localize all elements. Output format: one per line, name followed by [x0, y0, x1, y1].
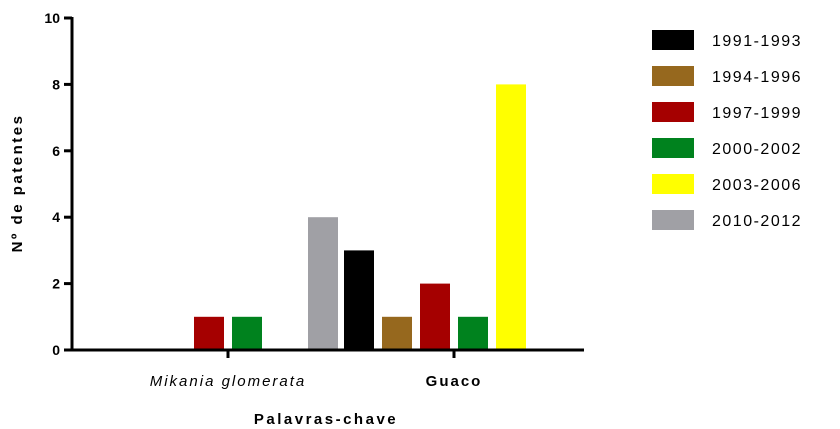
legend-label: 1994-1996: [712, 69, 802, 86]
y-axis-title: Nº de patentes: [9, 114, 26, 253]
legend-label: 2010-2012: [712, 213, 802, 230]
legend-swatch: [652, 138, 694, 158]
x-axis-title: Palavras-chave: [254, 411, 398, 428]
legend-swatch: [652, 174, 694, 194]
y-tick-label: 2: [52, 276, 60, 292]
y-tick-label: 4: [52, 209, 60, 225]
bar-guaco-1994-1996: [382, 316, 412, 350]
bar-guaco-1997-1999: [420, 283, 450, 350]
bar-mikania-glomerata-2010-2012: [308, 217, 338, 350]
legend-swatch: [652, 30, 694, 50]
y-tick-label: 6: [52, 143, 60, 159]
legend-swatch: [652, 210, 694, 230]
x-category-label: Guaco: [426, 373, 483, 390]
y-ticks-group: 0 2 4 6 8 10: [44, 10, 72, 358]
legend-swatch: [652, 66, 694, 86]
x-ticks-group: Mikania glomerata Guaco: [150, 350, 483, 390]
y-tick-label: 0: [52, 342, 60, 358]
bars-group: [194, 84, 526, 351]
y-tick-label: 8: [52, 76, 60, 92]
bar-mikania-glomerata-1997-1999: [194, 316, 224, 350]
bar-mikania-glomerata-2000-2002: [232, 316, 262, 350]
legend-label: 1997-1999: [712, 105, 802, 122]
legend-label: 2000-2002: [712, 141, 802, 158]
bar-guaco-1991-1993: [344, 250, 374, 350]
legend: 1991-1993 1994-1996 1997-1999 2000-2002 2003…: [652, 30, 802, 230]
bar-guaco-2003-2006: [496, 84, 526, 351]
legend-label: 2003-2006: [712, 177, 802, 194]
y-tick-label: 10: [44, 10, 60, 26]
legend-label: 1991-1993: [712, 33, 802, 50]
legend-swatch: [652, 102, 694, 122]
bar-guaco-2000-2002: [458, 316, 488, 350]
x-category-label: Mikania glomerata: [150, 373, 307, 390]
